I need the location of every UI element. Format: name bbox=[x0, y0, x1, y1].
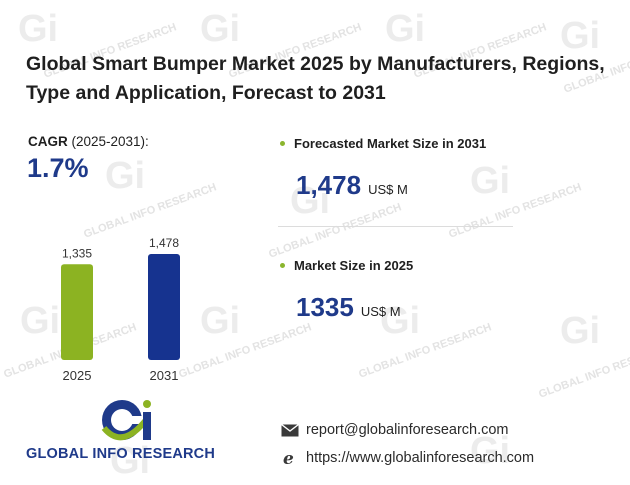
current-value: 1335 bbox=[296, 292, 354, 322]
bar-2031 bbox=[148, 254, 180, 360]
section-divider bbox=[278, 226, 513, 227]
bar-value-label: 1,478 bbox=[149, 236, 179, 250]
watermark-text: GLOBAL INFO RESEARCH bbox=[357, 321, 494, 381]
bar-2025 bbox=[61, 264, 93, 360]
current-label: Market Size in 2025 bbox=[294, 258, 414, 273]
watermark-monogram: Gi bbox=[200, 8, 241, 50]
x-tick-label: 2031 bbox=[150, 368, 179, 383]
cagr-label-period: (2025-2031): bbox=[67, 134, 149, 149]
watermark-monogram: Gi bbox=[105, 155, 146, 197]
current-heading: Market Size in 2025 bbox=[280, 258, 413, 273]
contact-email[interactable]: report@globalinforesearch.com bbox=[280, 422, 509, 438]
website-link[interactable]: https://www.globalinforesearch.com bbox=[306, 450, 535, 466]
current-unit: US$ M bbox=[360, 304, 401, 319]
cagr-label: CAGR (2025-2031): bbox=[28, 134, 149, 149]
svg-text:e: e bbox=[283, 449, 294, 467]
watermark-monogram: Gi bbox=[560, 310, 601, 352]
forecast-size: 1,478 US$ M bbox=[296, 170, 408, 201]
email-link[interactable]: report@globalinforesearch.com bbox=[306, 422, 509, 438]
forecast-value: 1,478 bbox=[296, 170, 362, 200]
watermark-text: GLOBAL INFO RESEARCH bbox=[267, 201, 404, 261]
market-size-bar-chart: 1,335 2025 1,478 2031 bbox=[61, 236, 180, 383]
watermark-monogram: Gi bbox=[18, 8, 59, 50]
watermark-monogram: Gi bbox=[385, 8, 426, 50]
forecast-label: Forecasted Market Size in 2031 bbox=[294, 136, 487, 151]
browser-e-icon: e bbox=[280, 449, 300, 467]
x-tick-label: 2025 bbox=[63, 368, 92, 383]
contact-website[interactable]: e https://www.globalinforesearch.com bbox=[280, 449, 534, 467]
forecast-unit: US$ M bbox=[368, 182, 408, 197]
forecast-heading: Forecasted Market Size in 2031 bbox=[280, 136, 486, 151]
watermark-text: GLOBAL INFO RESEARCH bbox=[447, 181, 584, 241]
watermark-text: GLOBAL INFO RESEARCH bbox=[537, 341, 630, 401]
envelope-icon bbox=[280, 423, 300, 437]
bullet-icon bbox=[280, 141, 285, 146]
cagr-label-bold: CAGR bbox=[28, 134, 68, 149]
bullet-icon bbox=[280, 263, 285, 268]
cagr-value: 1.7% bbox=[27, 153, 89, 183]
company-logo-icon bbox=[101, 400, 151, 441]
watermark-monogram: Gi bbox=[470, 160, 511, 202]
company-logo-text: GLOBAL INFO RESEARCH bbox=[26, 446, 216, 462]
bar-value-label: 1,335 bbox=[62, 246, 92, 260]
current-size: 1335 US$ M bbox=[296, 292, 401, 323]
page-title: Global Smart Bumper Market 2025 by Manuf… bbox=[26, 53, 605, 104]
